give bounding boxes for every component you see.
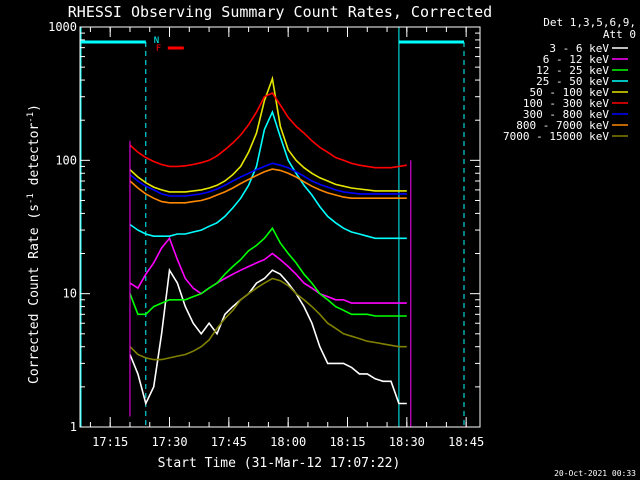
x-tick-label: 18:15 [329,435,365,449]
series-line-4 [129,109,407,240]
series-line-8 [129,168,407,204]
legend-entry-label: 800 - 7000 keV [516,119,609,132]
legend-entry-label: 50 - 100 keV [530,86,610,99]
annotation-flare: F [156,44,161,54]
legend-entry-label: 12 - 25 keV [536,64,609,77]
x-tick-label: 17:15 [92,435,128,449]
y-axis-label-superscript: -1 [26,112,36,123]
legend-header: Det 1,3,5,6,9, [543,16,636,29]
series-line-2 [129,236,407,304]
y-axis-label-superscript: -1 [26,193,36,204]
series-line-1 [129,267,407,406]
y-axis-label-part: ) [27,104,42,112]
x-tick-label: 18:45 [448,435,484,449]
x-axis-label: Start Time (31-Mar-12 17:07:22) [158,456,401,471]
y-axis-label: Corrected Count Rate (s-1 detector-1) [26,104,42,384]
x-tick-label: 17:30 [151,435,187,449]
plot-axes: 1 10 100 1000 17:15 17:30 17:45 18:00 18:15 18:30… [48,20,484,449]
x-tick-label: 17:45 [211,435,247,449]
legend-entry-label: 3 - 6 keV [549,42,609,55]
series-line-6 [129,91,407,169]
series-line-7 [129,162,407,197]
y-tick-label: 1000 [48,20,77,34]
legend-entry-label: 300 - 800 keV [523,108,609,121]
y-tick-label: 1 [70,420,77,434]
y-axis-label-part: Corrected Count Rate (s [27,204,42,384]
y-axis-label-part: detector [27,123,42,194]
footer-timestamp: 20-Oct-2021 00:33 [554,469,636,478]
chart-title: RHESSI Observing Summary Count Rates, Co… [68,3,492,21]
legend-entry-label: 25 - 50 keV [536,75,609,88]
x-tick-label: 18:00 [270,435,306,449]
series-lines [129,75,412,427]
legend-entry-label: 6 - 12 keV [543,53,610,66]
legend-entry-label: 100 - 300 keV [523,97,609,110]
series-line-3 [129,226,407,317]
legend-header: Att 0 [603,28,636,41]
x-tick-label: 18:30 [389,435,425,449]
y-tick-label: 10 [63,287,77,301]
series-line-9 [129,277,407,361]
series-line-5 [129,75,407,193]
legend-entry-label: 7000 - 15000 keV [503,130,609,143]
annotation-night: N [154,36,159,46]
y-tick-label: 100 [55,153,77,167]
plot-frame [79,26,481,428]
